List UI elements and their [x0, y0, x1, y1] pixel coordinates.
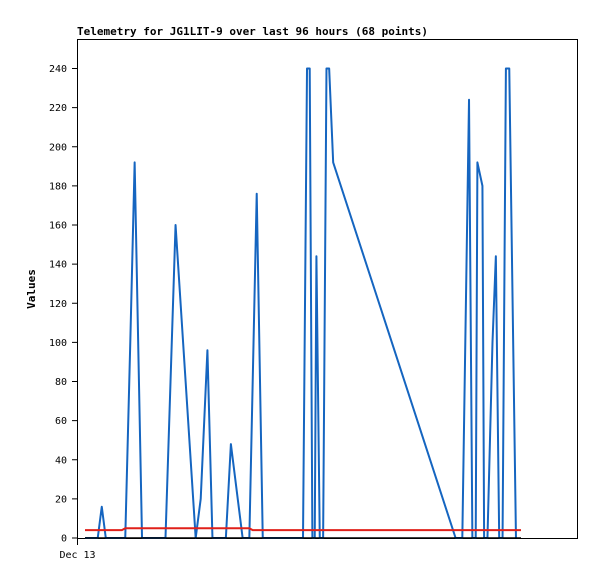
y-tick-label: 220 — [49, 103, 67, 114]
y-tick-label: 80 — [55, 377, 67, 388]
y-tick-label: 160 — [49, 221, 67, 232]
series-line-1 — [85, 67, 517, 539]
y-axis-label: Values — [25, 269, 38, 309]
y-tick-label: 100 — [49, 338, 67, 349]
y-tick-label: 120 — [49, 299, 67, 310]
y-tick-label: 180 — [49, 181, 67, 192]
y-tick-label: 200 — [49, 142, 67, 153]
y-tick-label: 140 — [49, 260, 67, 271]
series-line-2 — [85, 527, 521, 532]
y-axis: 0 20 40 60 80 100 120 140 160 180 200 220 240 — [49, 64, 78, 545]
x-axis: Dec 13 — [59, 538, 96, 561]
y-tick-label: 20 — [55, 494, 67, 505]
y-tick-label: 0 — [61, 534, 67, 545]
chart-title: Telemetry for JG1LIT-9 over last 96 hour… — [77, 25, 428, 38]
series-layer — [85, 67, 521, 539]
y-tick-label: 240 — [49, 64, 67, 75]
y-tick-label: 40 — [55, 455, 67, 466]
y-tick-label: 60 — [55, 416, 67, 427]
x-tick-label: Dec 13 — [59, 550, 95, 561]
